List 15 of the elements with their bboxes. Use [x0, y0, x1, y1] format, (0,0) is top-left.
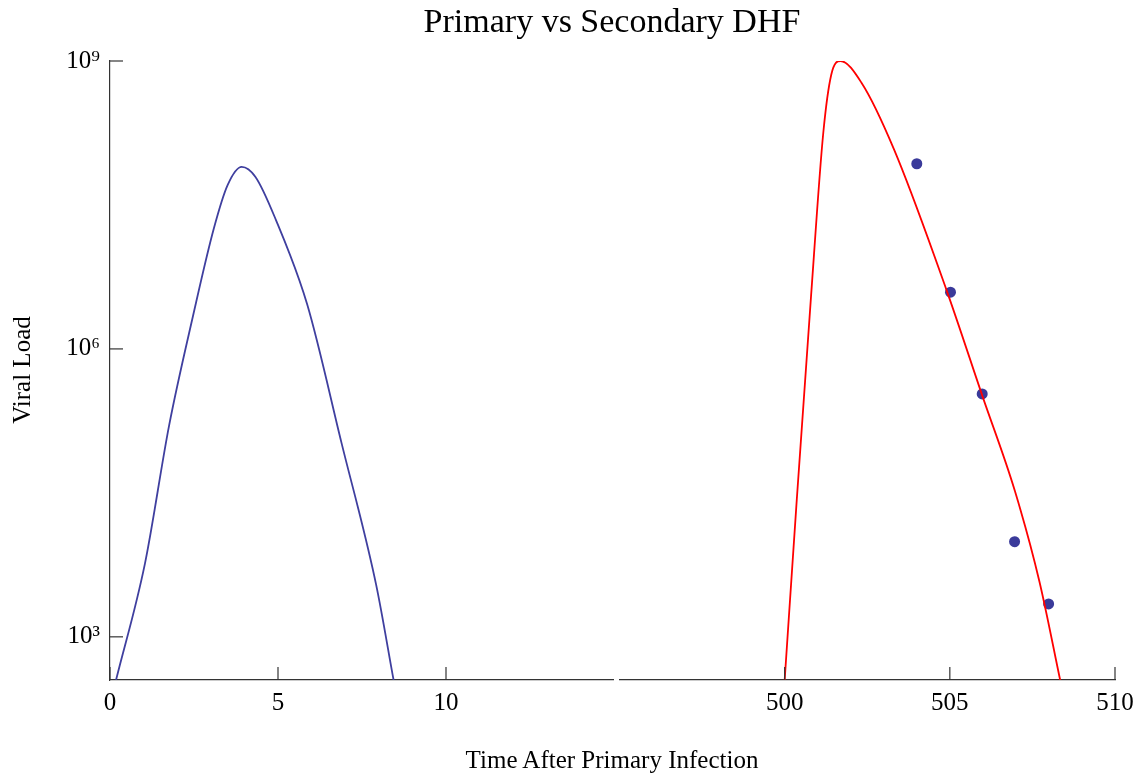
x-tick-label: 505	[931, 687, 969, 715]
x-tick-label: 10	[433, 687, 459, 715]
x-tick-label: 510	[1096, 687, 1134, 715]
x-tick-label: 0	[103, 687, 117, 715]
line-series	[115, 165, 395, 680]
y-tick-label: 10⁹	[66, 45, 100, 73]
y-tick-label: 10³	[67, 621, 101, 649]
x-tick-label: 5	[271, 687, 285, 715]
x-axis-title: Time After Primary Infection	[464, 746, 760, 774]
point	[1009, 536, 1021, 548]
point	[911, 158, 923, 170]
x-tick-label: 500	[765, 687, 804, 715]
chart-title: Primary vs Secondary DHF	[422, 2, 802, 40]
y-tick-label: 10⁶	[66, 333, 100, 361]
y-axis-title: Viral Load	[8, 316, 36, 424]
